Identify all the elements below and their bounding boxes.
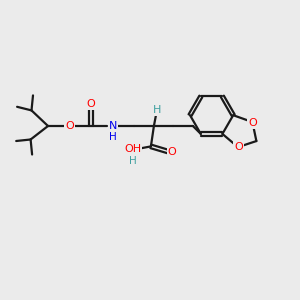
Text: H: H (129, 156, 137, 166)
Text: N: N (109, 121, 117, 131)
Text: OH: OH (124, 144, 142, 154)
Text: O: O (167, 147, 176, 157)
Text: O: O (234, 142, 243, 152)
Text: O: O (87, 99, 96, 110)
Text: O: O (248, 118, 257, 128)
Text: O: O (65, 121, 74, 131)
Text: H: H (109, 132, 117, 142)
Text: H: H (153, 105, 161, 116)
